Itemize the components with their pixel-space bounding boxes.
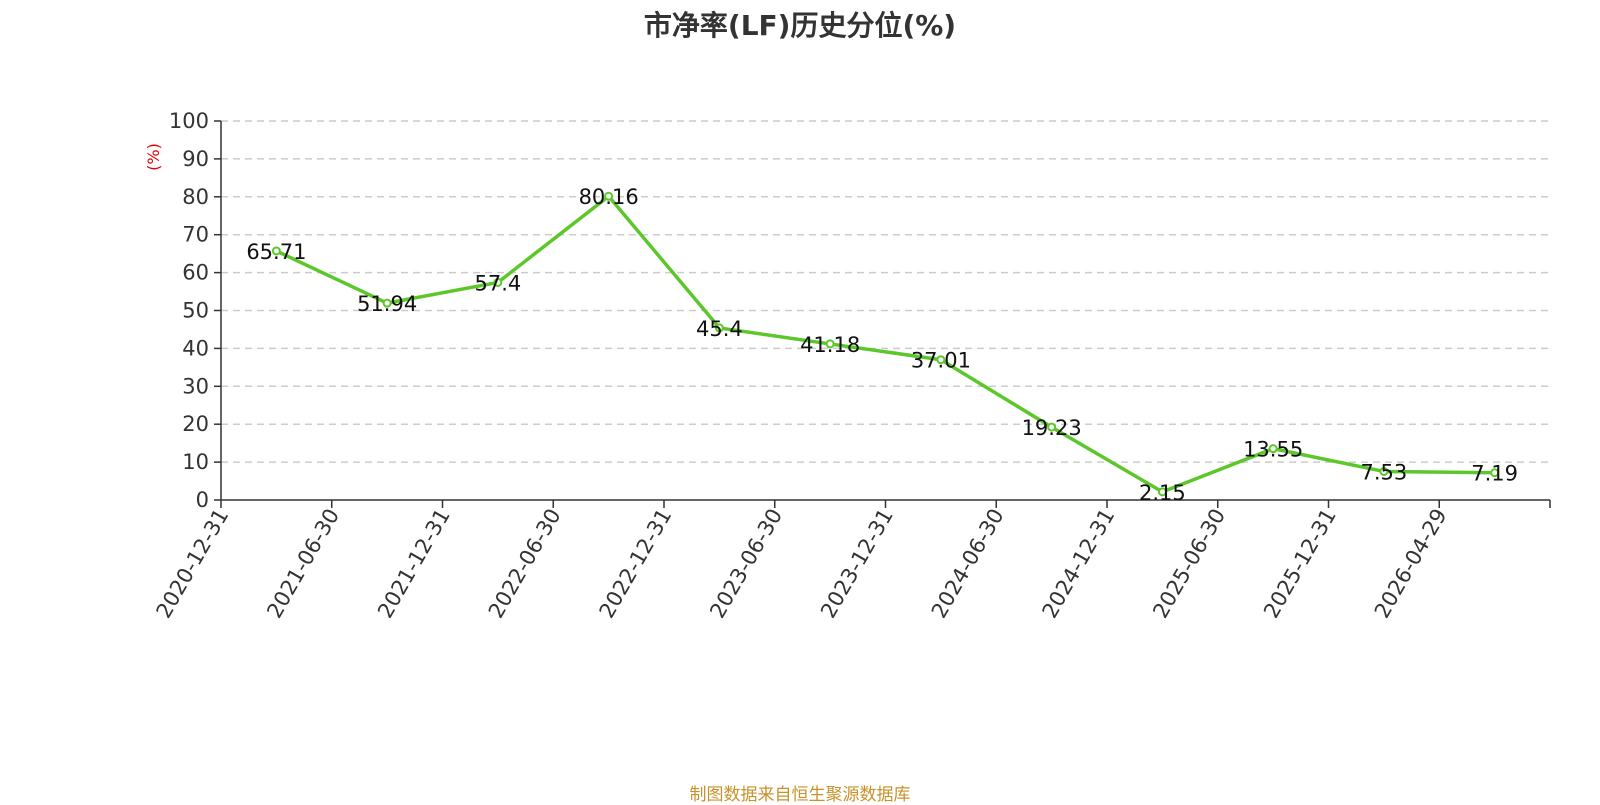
data-point xyxy=(493,277,503,287)
x-tick-label: 2021-06-30 xyxy=(262,505,344,623)
data-point xyxy=(936,355,946,365)
data-point xyxy=(1268,444,1278,454)
y-tick-label: 80 xyxy=(182,185,209,209)
gridlines xyxy=(221,120,1550,463)
series-line xyxy=(275,194,1495,494)
x-tick-label: 2025-12-31 xyxy=(1259,505,1341,623)
x-tick-label: 2025-06-30 xyxy=(1148,505,1230,623)
data-point xyxy=(825,339,835,349)
y-tick-label: 0 xyxy=(196,488,209,512)
data-label: 80.16 xyxy=(579,185,639,209)
y-tick-label: 40 xyxy=(182,336,209,360)
data-labels: 65.71 51.94 57.4 80.16 45.4 41.18 37.01 19.23 2.… xyxy=(246,185,1518,505)
y-axis-label: (%) xyxy=(144,143,163,171)
data-point xyxy=(604,191,614,201)
x-tick-label: 2023-12-31 xyxy=(816,505,898,623)
data-point xyxy=(714,323,724,333)
y-tick-label: 70 xyxy=(182,223,209,247)
y-tick-label: 100 xyxy=(169,109,209,133)
y-tick-label: 50 xyxy=(182,299,209,323)
x-tick-label: 2022-06-30 xyxy=(484,505,566,623)
data-label: 65.71 xyxy=(246,240,306,264)
source-note: 制图数据来自恒生聚源数据库 xyxy=(689,785,911,805)
data-label: 51.94 xyxy=(357,292,417,316)
y-tick-label: 60 xyxy=(182,261,209,285)
data-label: 13.55 xyxy=(1243,438,1303,462)
y-tick-label: 20 xyxy=(182,412,209,436)
x-tick-label: 2026-04-29 xyxy=(1370,505,1452,623)
data-point xyxy=(1490,468,1500,478)
data-label: 37.01 xyxy=(911,349,971,373)
x-tick-label: 2020-12-31 xyxy=(152,505,234,623)
data-label: 7.53 xyxy=(1360,460,1407,484)
data-label: 19.23 xyxy=(1022,416,1082,440)
data-label: 7.19 xyxy=(1471,462,1518,486)
x-tick-label: 2022-12-31 xyxy=(595,505,677,623)
y-tick-label: 30 xyxy=(182,374,209,398)
data-point xyxy=(1379,466,1389,476)
data-label: 41.18 xyxy=(800,333,860,357)
x-tick-label: 2023-06-30 xyxy=(705,505,787,623)
data-point xyxy=(271,246,281,256)
x-tick-label: 2024-06-30 xyxy=(927,505,1009,623)
series-line-layer xyxy=(275,194,1495,494)
data-point xyxy=(1157,487,1167,497)
x-tick-label: 2021-12-31 xyxy=(373,505,455,623)
data-points xyxy=(271,191,1500,497)
x-tick-label: 2024-12-31 xyxy=(1038,505,1120,623)
y-tick-label: 10 xyxy=(182,450,209,474)
y-tick-label: 90 xyxy=(182,147,209,171)
data-label: 2.15 xyxy=(1139,481,1186,505)
axes: 0 10 20 30 40 50 60 70 80 90 100 2020-12-31 2021-06-… xyxy=(152,109,1551,623)
data-label: 57.4 xyxy=(474,271,521,295)
data-label: 45.4 xyxy=(696,317,743,341)
data-point xyxy=(382,298,392,308)
data-point xyxy=(1047,422,1057,432)
chart-title: 市净率(LF)历史分位(%) xyxy=(643,9,957,42)
